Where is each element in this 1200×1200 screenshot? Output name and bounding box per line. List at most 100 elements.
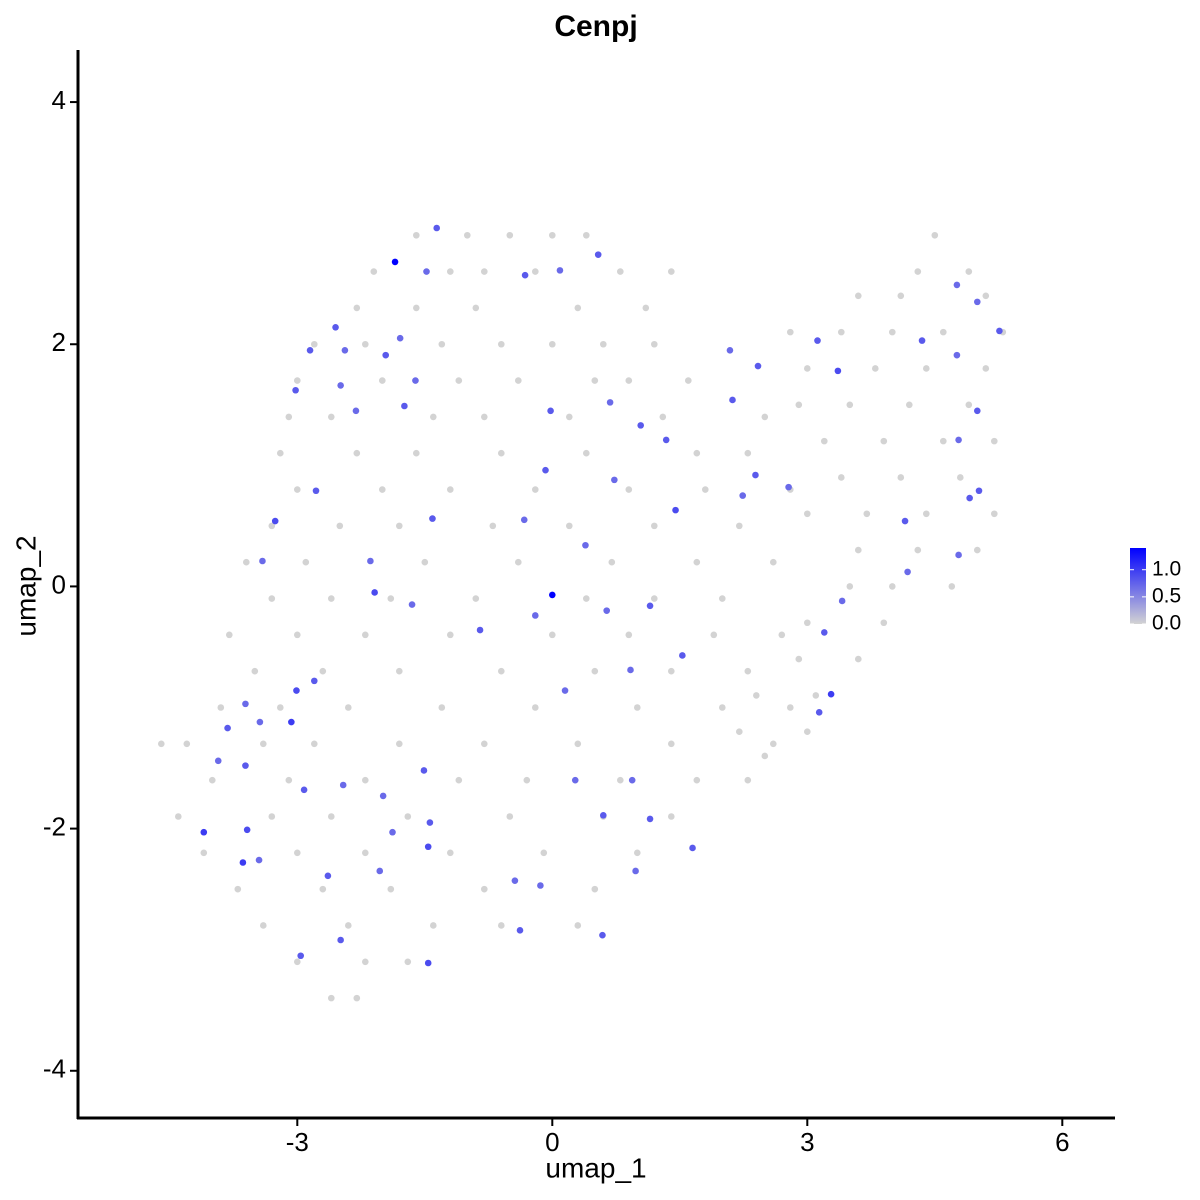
- colorbar-label: 0.0: [1152, 612, 1181, 635]
- point: [353, 994, 361, 1002]
- point: [294, 849, 301, 857]
- point: [603, 607, 610, 614]
- point: [217, 704, 225, 711]
- point: [294, 631, 301, 639]
- point: [710, 631, 718, 639]
- point: [455, 377, 463, 384]
- point: [855, 655, 862, 663]
- point: [268, 522, 276, 530]
- point: [306, 346, 314, 354]
- point: [200, 828, 208, 836]
- point: [821, 437, 828, 445]
- point: [311, 340, 318, 348]
- point: [234, 885, 242, 893]
- point: [957, 474, 964, 481]
- point: [855, 546, 862, 554]
- point: [611, 476, 618, 484]
- point: [787, 704, 794, 711]
- point: [561, 687, 569, 694]
- point: [591, 377, 599, 384]
- point: [974, 407, 981, 415]
- point: [608, 558, 616, 566]
- point: [574, 740, 582, 748]
- point: [379, 792, 387, 800]
- point: [224, 724, 231, 732]
- point: [387, 595, 395, 602]
- point: [413, 304, 420, 312]
- point: [532, 268, 539, 275]
- point: [594, 251, 602, 258]
- point: [481, 268, 488, 275]
- point: [511, 877, 519, 884]
- point: [966, 494, 973, 502]
- point: [719, 595, 726, 602]
- point: [255, 856, 263, 864]
- point: [447, 268, 454, 275]
- point: [625, 486, 633, 493]
- point: [642, 304, 650, 312]
- point: [498, 667, 505, 675]
- point: [401, 402, 408, 410]
- point: [379, 486, 386, 493]
- point: [353, 449, 361, 457]
- point: [872, 365, 879, 372]
- point: [679, 652, 686, 659]
- point: [476, 626, 484, 634]
- point: [702, 486, 709, 493]
- point: [498, 340, 505, 348]
- point: [324, 872, 332, 880]
- point: [328, 994, 335, 1002]
- point: [627, 666, 634, 674]
- point: [498, 922, 505, 929]
- point: [337, 382, 344, 389]
- point: [838, 597, 846, 605]
- point: [540, 849, 548, 857]
- point: [897, 292, 905, 300]
- point: [341, 346, 349, 354]
- point: [516, 927, 524, 934]
- y-tick-label: -2: [43, 811, 66, 841]
- point: [412, 377, 419, 384]
- point: [672, 506, 679, 514]
- point: [243, 558, 250, 566]
- point: [726, 346, 734, 354]
- point: [277, 704, 284, 711]
- point: [506, 231, 514, 239]
- point: [897, 474, 905, 481]
- point: [628, 776, 636, 784]
- point: [226, 631, 233, 639]
- point: [396, 740, 403, 748]
- point: [880, 437, 888, 445]
- point: [617, 776, 624, 784]
- point: [646, 815, 654, 823]
- point: [455, 776, 463, 784]
- point: [617, 268, 624, 275]
- point: [778, 631, 786, 639]
- point: [804, 728, 811, 736]
- point: [337, 936, 344, 944]
- point: [288, 718, 295, 726]
- point: [379, 377, 386, 384]
- point: [481, 413, 488, 421]
- point: [739, 492, 746, 499]
- point: [744, 776, 752, 784]
- point: [804, 510, 811, 518]
- x-tick-label: 0: [545, 1127, 559, 1157]
- point: [447, 486, 454, 493]
- point: [583, 231, 590, 239]
- point: [991, 510, 998, 518]
- point: [277, 449, 284, 457]
- point: [821, 629, 828, 636]
- point: [889, 328, 896, 336]
- point: [632, 867, 639, 875]
- point: [413, 449, 420, 457]
- point: [429, 515, 436, 522]
- point: [846, 583, 854, 590]
- point: [438, 340, 446, 348]
- point: [433, 224, 441, 232]
- point: [571, 776, 579, 784]
- point: [481, 740, 488, 748]
- point: [292, 386, 299, 394]
- point: [923, 365, 930, 372]
- point: [362, 631, 369, 639]
